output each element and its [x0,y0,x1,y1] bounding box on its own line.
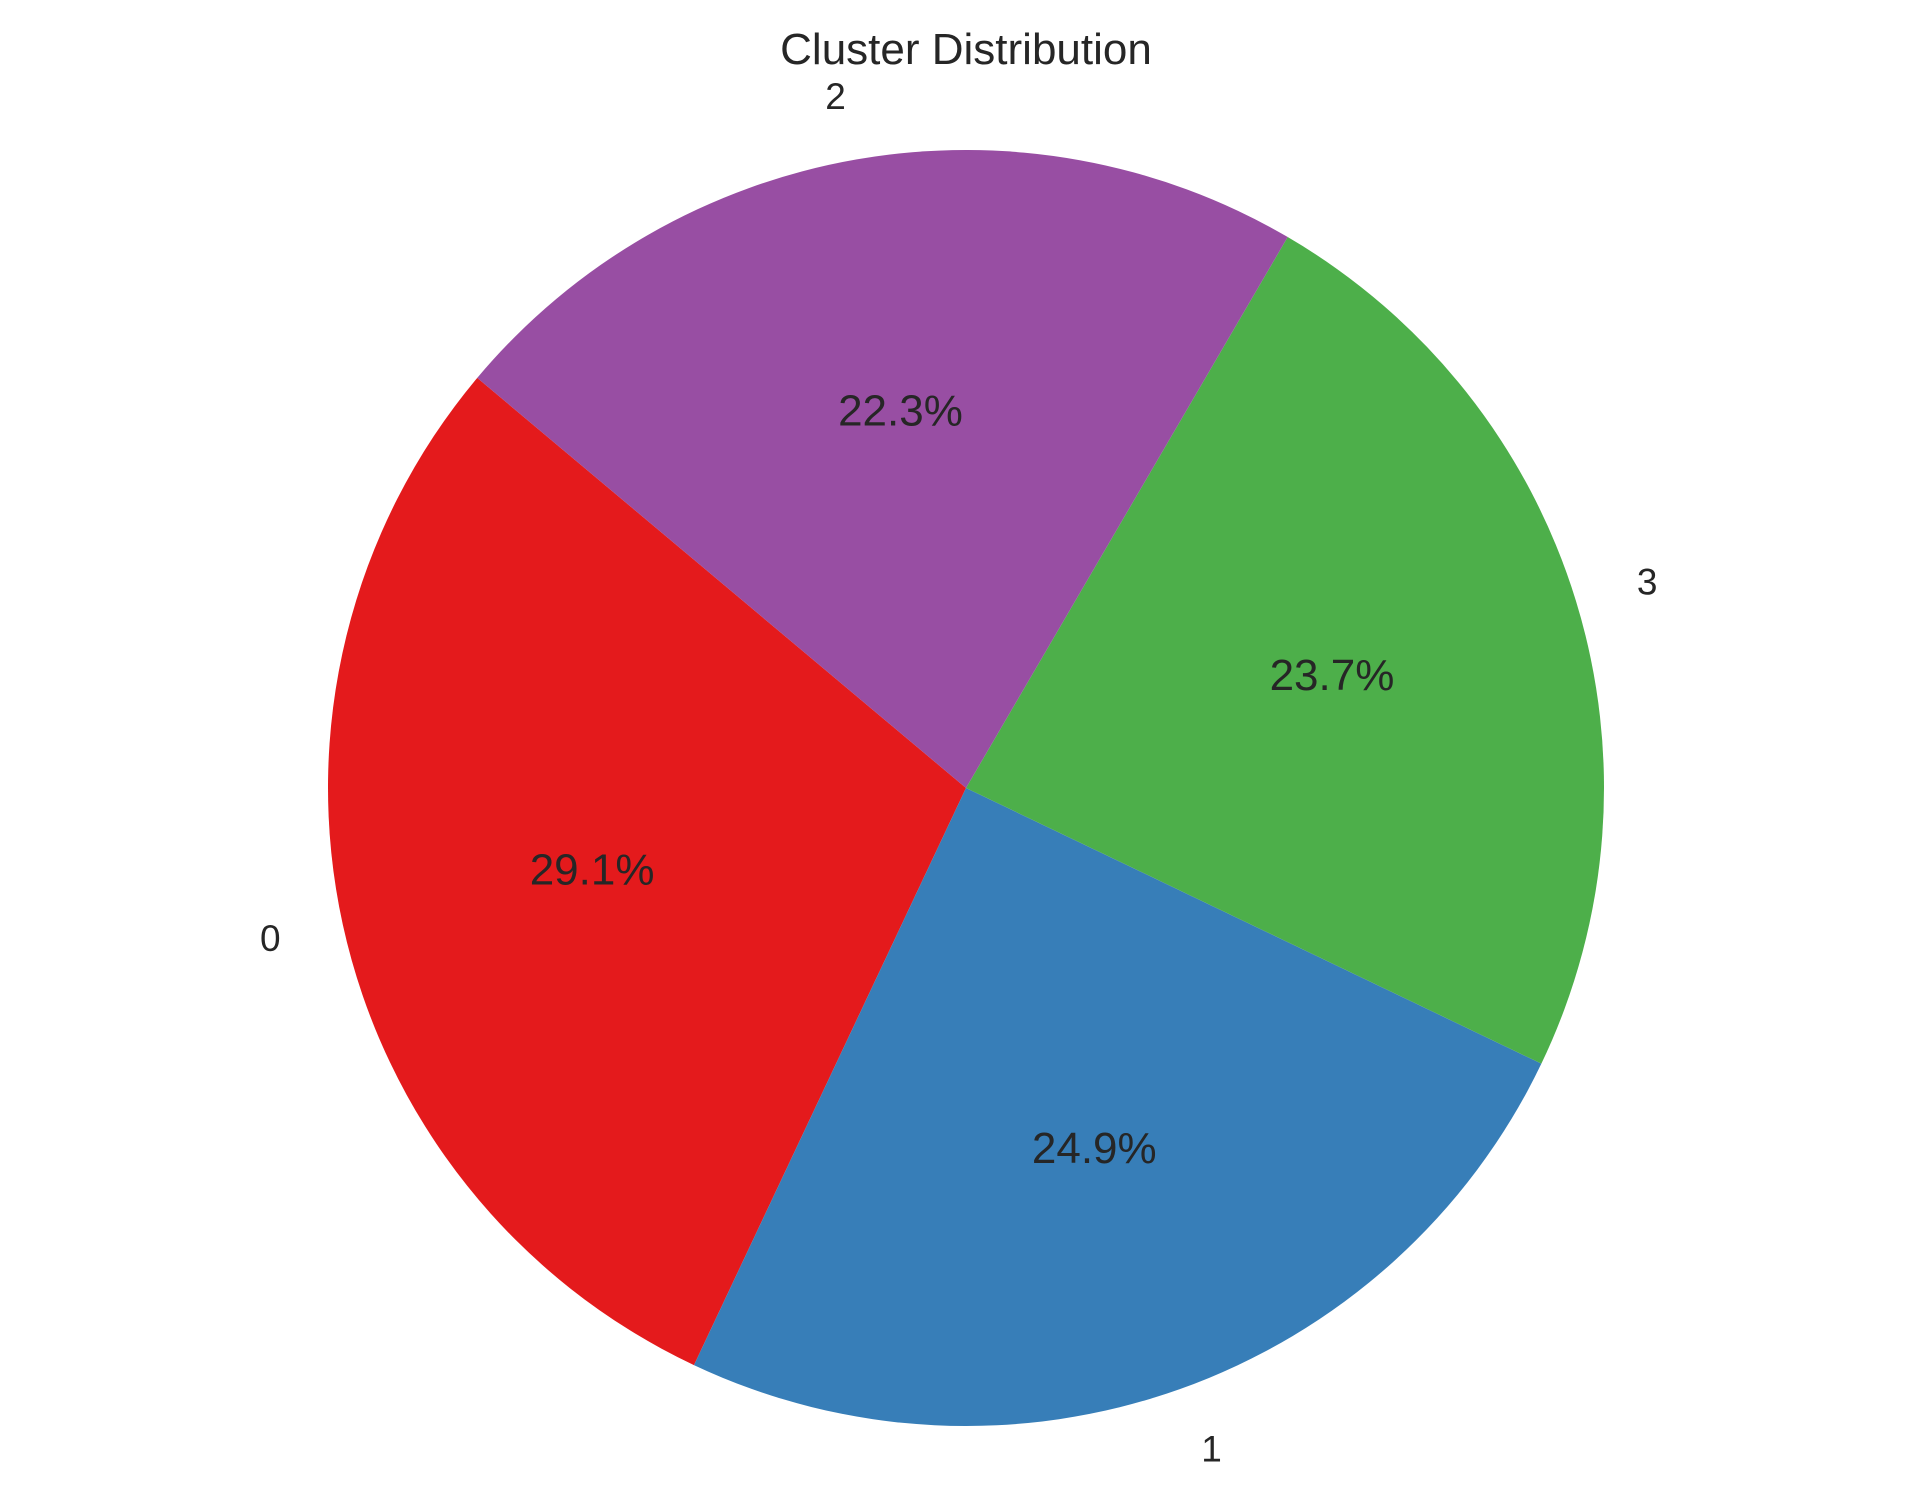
pct-label-3: 23.7% [1270,651,1395,700]
pct-label-0: 29.1% [530,846,655,895]
slice-label-1: 1 [1201,1429,1222,1470]
pie-slices [328,150,1604,1426]
pie-slice-0 [328,377,966,1366]
chart-title: Cluster Distribution [780,25,1152,74]
slice-label-2: 2 [825,76,846,117]
pie-slice-3 [966,237,1604,1064]
slice-label-3: 3 [1637,562,1658,603]
slice-label-0: 0 [260,918,281,959]
pie-labels: 0 29.1% 1 24.9% 3 23.7% 2 22.3% [260,76,1658,1470]
pct-label-1: 24.9% [1032,1124,1157,1173]
pie-slice-1 [693,788,1542,1426]
pie-slice-2 [477,150,1288,788]
pct-label-2: 22.3% [838,386,963,435]
